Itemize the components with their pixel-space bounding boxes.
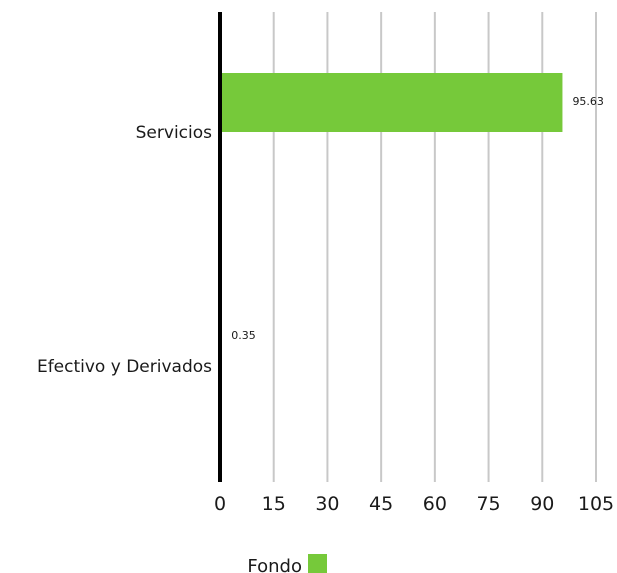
- category-label-2: Efectivo y Derivados: [37, 357, 212, 377]
- x-tick-label-105: 105: [578, 493, 614, 515]
- x-tick-label-15: 15: [262, 493, 286, 515]
- x-tick-labels: 0 15 30 45 60 75 90 105: [214, 493, 614, 515]
- legend: Fondo: [247, 554, 327, 573]
- category-labels: Servicios Efectivo y Derivados: [37, 123, 212, 377]
- bars: [220, 73, 563, 367]
- x-tick-label-30: 30: [315, 493, 339, 515]
- x-tick-label-60: 60: [423, 493, 447, 515]
- x-tick-label-90: 90: [530, 493, 554, 515]
- x-tick-label-0: 0: [214, 493, 226, 515]
- data-label-1: 95.63: [572, 95, 604, 108]
- category-label-1: Servicios: [136, 123, 212, 143]
- x-tick-label-45: 45: [369, 493, 393, 515]
- legend-label-fondo: Fondo: [247, 556, 302, 573]
- data-label-2: 0.35: [231, 329, 256, 342]
- legend-swatch-fondo: [308, 554, 327, 573]
- data-labels: 95.63 0.35: [231, 95, 604, 342]
- x-tick-label-75: 75: [476, 493, 500, 515]
- bar-1: [220, 73, 563, 132]
